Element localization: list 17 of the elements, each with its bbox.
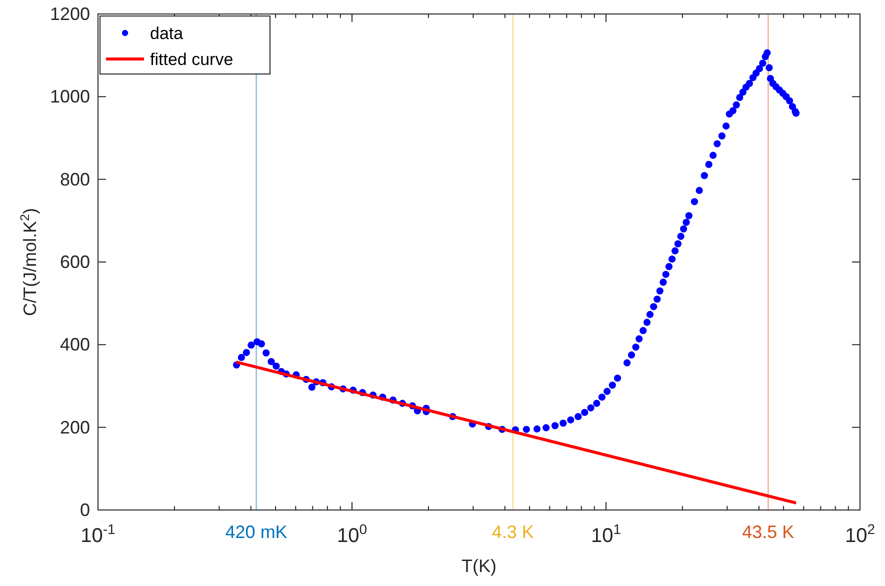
y-tick-label: 400 [60,334,90,355]
y-tick-label: 200 [60,417,90,438]
ref-line-label: 420 mK [225,522,288,542]
x-tick-label: 10$^{1}$ [590,521,622,547]
ref-line-label: 4.3 K [492,522,534,542]
x-tick-label: 10$^{-1}$ [80,521,116,547]
legend-label: fitted curve [150,50,234,69]
ref-line-label: 43.5 K [742,522,794,542]
y-tick-label: 600 [60,252,90,272]
x-tick-label: 10$^{2}$ [844,521,876,547]
y-tick-label: 1000 [50,86,90,107]
y-tick-label: 1200 [50,4,90,24]
x-axis-title: T(K) [462,556,496,576]
y-tick-label: 0 [80,500,90,520]
legend-label: data [150,24,184,43]
x-tick-label: 10$^{0}$ [336,521,368,547]
y-tick-label: 800 [60,169,90,190]
